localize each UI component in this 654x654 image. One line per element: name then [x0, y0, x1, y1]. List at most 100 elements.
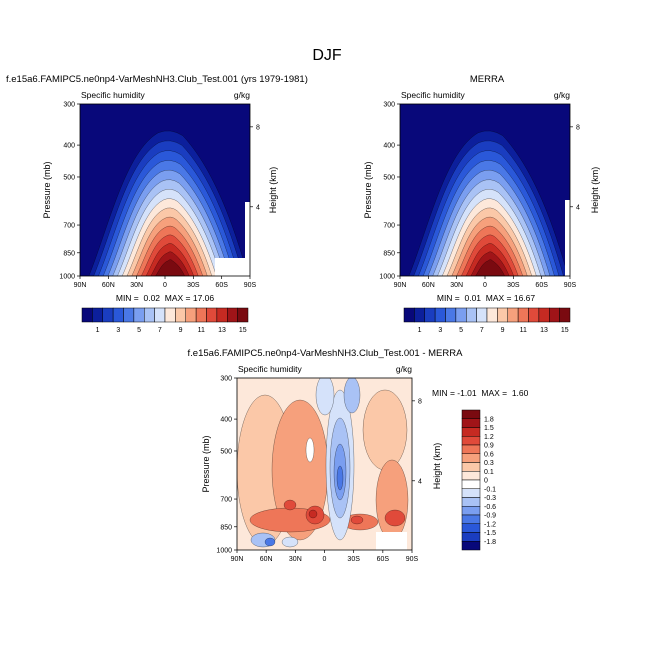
- colorbar-label: 11: [520, 327, 527, 334]
- y2-axis-label: Height (km): [590, 167, 600, 214]
- colorbar-swatch: [445, 307, 457, 323]
- x-tick-label: 60S: [535, 282, 548, 289]
- colorbar-swatch: [195, 307, 207, 323]
- missing-data-patch: [565, 200, 570, 276]
- y-tick-label: 700: [63, 223, 75, 230]
- colorbar-swatch: [476, 307, 488, 323]
- y-tick-label: 500: [220, 448, 232, 455]
- colorbar-swatch: [461, 444, 481, 454]
- missing-data-patch: [376, 532, 407, 550]
- colorbar-label: 1.5: [484, 425, 494, 432]
- x-tick-label: 0: [163, 282, 167, 289]
- colorbar-label: 9: [179, 327, 183, 334]
- colorbar-swatch: [81, 307, 93, 323]
- colorbar-label: 5: [137, 327, 141, 334]
- colorbar-swatch: [206, 307, 218, 323]
- y-tick-label: 400: [383, 143, 395, 150]
- axes: 90N 60N 30N 0 30S 60S 90S 300 400 500 700 850 1000 8 4: [379, 102, 580, 290]
- y-axis-label: Pressure (mb): [363, 161, 373, 218]
- y-tick-label: 850: [383, 250, 395, 257]
- colorbar-label: 1.8: [484, 416, 494, 423]
- panel-title: MERRA: [470, 74, 505, 85]
- colorbar-swatch: [461, 497, 481, 507]
- panel-merra: MERRA Specific humidity g/kg 90N 60N 30N 0 3…: [363, 74, 600, 303]
- colorbar-swatch: [461, 514, 481, 524]
- y-tick-label: 1000: [59, 274, 75, 281]
- y-tick-label: 700: [383, 223, 395, 230]
- colorbar-label: -1.8: [484, 539, 496, 546]
- colorbar-swatch: [175, 307, 186, 323]
- colorbar-swatch: [164, 307, 176, 323]
- variable-label: Specific humidity: [238, 364, 303, 374]
- x-tick-label: 0: [483, 282, 487, 289]
- x-tick-label: 90S: [406, 556, 419, 563]
- y-tick-label: 300: [63, 102, 75, 109]
- missing-data-patch: [245, 202, 250, 276]
- contour-region: [384, 509, 406, 527]
- x-tick-label: 60N: [102, 282, 115, 289]
- y-tick-label: 300: [220, 376, 232, 383]
- contour-region: [362, 389, 408, 471]
- colorbar-label: -1.5: [484, 530, 496, 537]
- colorbar-swatch: [144, 307, 155, 323]
- colorbar-swatch: [461, 479, 481, 489]
- min-max-stats: MIN = -1.01 MAX = 1.60: [432, 388, 529, 398]
- colorbar-swatch: [461, 506, 481, 516]
- colorbar-swatch: [237, 307, 249, 323]
- variable-label: Specific humidity: [401, 90, 466, 100]
- colorbar-swatch: [461, 471, 481, 481]
- colorbar-label: 0.6: [484, 451, 494, 458]
- colorbar-swatch: [461, 453, 481, 463]
- colorbar-swatch: [461, 523, 481, 533]
- colorbar-swatch: [424, 307, 436, 323]
- colorbar-label: 3: [438, 327, 442, 334]
- variable-label: Specific humidity: [81, 90, 146, 100]
- y-tick-label: 400: [63, 143, 75, 150]
- panel-title: f.e15a6.FAMIPC5.ne0np4-VarMeshNH3.Club_T…: [188, 348, 464, 359]
- colorbar-swatch: [227, 307, 238, 323]
- y2-tick-label: 8: [256, 124, 260, 131]
- x-tick-label: 60N: [260, 556, 273, 563]
- y-tick-label: 500: [383, 174, 395, 181]
- colorbar-model: 1 3 5 7 9 11 13 15: [81, 307, 249, 334]
- y-tick-label: 1000: [379, 274, 395, 281]
- contour-region: [315, 378, 335, 416]
- colorbar-swatch: [455, 307, 467, 323]
- units-label: g/kg: [396, 364, 412, 374]
- y2-tick-label: 4: [576, 204, 580, 211]
- y-tick-label: 400: [220, 417, 232, 424]
- y-tick-label: 850: [220, 524, 232, 531]
- colorbar-label: 11: [198, 327, 205, 334]
- colorbar-swatch: [461, 427, 481, 437]
- x-tick-label: 0: [323, 556, 327, 563]
- colorbar-swatch: [102, 307, 114, 323]
- x-tick-label: 30S: [347, 556, 360, 563]
- units-label: g/kg: [234, 90, 250, 100]
- x-tick-label: 30N: [450, 282, 463, 289]
- colorbar-swatch: [538, 307, 550, 323]
- colorbar-label: 15: [239, 327, 247, 334]
- x-tick-label: 90N: [74, 282, 87, 289]
- colorbar-label: 1: [96, 327, 100, 334]
- colorbar-label: 5: [459, 327, 463, 334]
- y-tick-label: 500: [63, 174, 75, 181]
- colorbar-swatch: [461, 418, 481, 428]
- main-title: DJF: [312, 47, 342, 64]
- colorbar-label: 0: [484, 478, 488, 485]
- x-tick-label: 30N: [289, 556, 302, 563]
- y-axis-label: Pressure (mb): [201, 435, 211, 492]
- contour-region: [350, 515, 364, 525]
- min-max-stats: MIN = 0.02 MAX = 17.06: [116, 293, 215, 303]
- colorbar-label: -0.9: [484, 513, 496, 520]
- contour-region: [336, 465, 344, 491]
- colorbar-label: 7: [158, 327, 162, 334]
- colorbar-swatch: [112, 307, 124, 323]
- colorbar-swatch: [216, 307, 228, 323]
- contour-fill: [408, 130, 569, 276]
- contour-region: [375, 459, 409, 541]
- colorbar-swatch: [507, 307, 519, 323]
- x-tick-label: 30S: [187, 282, 200, 289]
- colorbar-label: -0.3: [484, 495, 496, 502]
- contour-region: [343, 378, 361, 414]
